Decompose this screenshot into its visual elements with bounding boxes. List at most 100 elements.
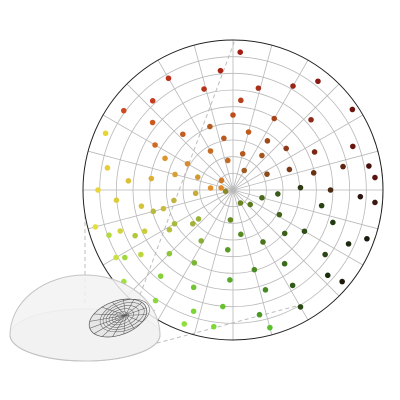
grid-spoke [102,114,234,191]
dome-patch-spoke [125,315,143,323]
dome-patch-spoke [102,315,126,337]
data-point [262,287,269,293]
data-point [125,178,132,184]
dome-patch-spoke [112,315,126,337]
data-point [330,219,336,226]
data-point [327,187,334,193]
data-point [218,177,225,184]
data-point [141,228,148,235]
grid-spoke [126,189,234,297]
data-point [259,194,265,201]
data-point [297,184,304,191]
data-point [218,185,224,191]
data-point [227,277,233,283]
data-point [241,167,248,174]
data-point [366,163,372,169]
data-point [120,107,127,114]
data-point [259,152,265,159]
data-point [190,284,197,291]
data-point [95,187,101,193]
data-point [149,119,156,126]
data-point [149,98,156,104]
data-point [194,174,201,180]
data-point [237,200,244,206]
grid-spoke [232,150,378,191]
dome-patch-spoke [89,315,126,329]
data-point [166,250,173,257]
dome-patch-spoke [94,315,126,334]
data-point [152,297,159,304]
data-point [132,232,138,239]
data-point [138,251,144,258]
data-point [104,165,111,171]
data-point [286,166,293,173]
grid-spoke [232,114,364,191]
data-point [92,224,99,230]
grid-spoke [232,189,340,297]
data-point [166,226,173,233]
data-point [160,205,167,212]
data-point [207,185,214,191]
grid-spoke [232,189,378,230]
inset-hemisphere [9,274,161,362]
data-point [340,163,346,170]
grid-spoke [232,83,340,191]
data-point [276,211,283,218]
data-point [227,217,234,223]
data-point [138,203,145,209]
data-point [180,131,186,138]
dome-patch-spoke [125,299,135,316]
dashed-line [139,39,236,296]
data-point [339,278,345,285]
data-point [345,241,352,247]
data-point [318,202,325,209]
data-point [281,230,288,237]
data-point [349,106,356,113]
grid-spoke [232,189,309,321]
dome-patch-spoke [125,302,142,316]
data-point [301,228,308,235]
data-point [289,282,296,289]
data-point [207,148,214,154]
data-point [283,145,289,152]
data-point [150,208,157,215]
data-point [260,239,266,245]
data-point [364,235,370,242]
disc-outline [82,39,384,341]
data-point [222,188,229,195]
data-point [264,138,271,144]
data-point [372,199,378,206]
data-point [237,49,244,55]
data-point [238,231,244,238]
data-point [113,197,120,203]
grid-spoke [232,189,273,335]
data-point [192,190,199,197]
data-point [184,160,191,167]
polar-grid [83,40,383,340]
data-point [201,86,207,92]
dome-rim [9,334,161,362]
data-point [198,238,204,244]
data-point [224,157,231,164]
data-point [281,260,288,267]
scatter-points [92,49,378,331]
data-point [122,254,128,261]
grid-spoke [157,189,234,321]
data-point [171,220,178,227]
data-point [230,112,236,118]
data-point [322,251,328,258]
grid-spoke [88,189,234,230]
data-point [255,85,262,91]
dashed-line [149,304,301,346]
data-point [275,191,281,197]
grid-spoke [126,83,234,191]
data-point [271,115,278,122]
data-point [290,83,296,89]
data-point [372,174,378,181]
data-point [210,323,217,330]
dome-patch-spoke [89,315,126,322]
dome-patch-spoke [123,315,126,334]
data-point [217,67,224,74]
